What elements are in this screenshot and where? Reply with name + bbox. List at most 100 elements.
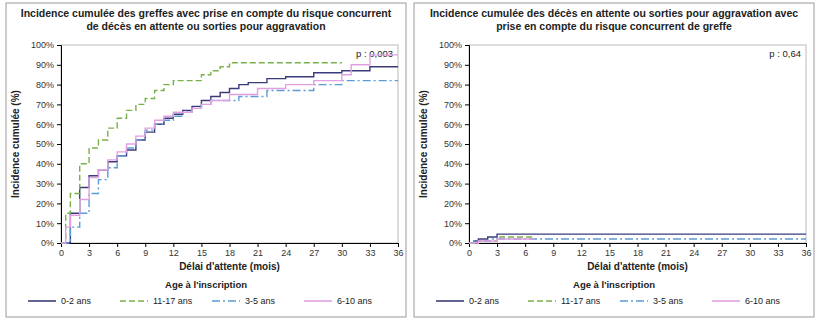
x-tick: 6 <box>115 243 120 258</box>
x-axis-line <box>62 244 399 248</box>
plot-area <box>61 55 398 243</box>
x-tick: 21 <box>253 243 263 258</box>
y-tick-mark <box>465 45 469 46</box>
legend-label: 0-2 ans <box>469 296 500 306</box>
x-tick-mark <box>750 243 751 247</box>
y-tick-mark <box>465 203 469 204</box>
y-tick-label: 100% <box>439 40 462 50</box>
y-tick-mark <box>465 85 469 86</box>
x-tick-mark <box>581 243 582 247</box>
x-tick: 9 <box>143 243 148 258</box>
plot-frame <box>61 45 398 243</box>
series-line <box>61 67 398 243</box>
y-tick: 40% <box>444 159 469 169</box>
y-tick-mark <box>465 65 469 66</box>
y-tick-label: 100% <box>31 40 54 50</box>
x-label: Délai d'attente (mois) <box>179 261 280 272</box>
x-tick-mark <box>370 243 371 247</box>
y-tick-label: 30% <box>36 179 54 189</box>
y-tick-mark <box>57 223 61 224</box>
title: Incidence cumulée des décès en attente o… <box>430 7 798 32</box>
x-tick-mark <box>666 243 667 247</box>
x-tick-mark <box>286 243 287 247</box>
y-tick-label: 0% <box>41 238 54 248</box>
x-tick-mark <box>117 243 118 247</box>
x-tick-label: 18 <box>633 248 643 258</box>
x-tick-label: 33 <box>773 248 783 258</box>
y-tick-label: 80% <box>444 80 462 90</box>
x-tick: 3 <box>87 243 92 258</box>
legend-swatch <box>120 300 148 302</box>
x-tick: 12 <box>169 243 179 258</box>
series-line <box>61 55 398 243</box>
y-axis-line <box>57 46 62 244</box>
plot-frame <box>469 45 806 243</box>
x-tick-mark <box>553 243 554 247</box>
legend-swatch <box>712 300 740 302</box>
x-tick: 27 <box>717 243 727 258</box>
y-tick: 0% <box>41 238 61 248</box>
y-tick-label: 10% <box>36 219 54 229</box>
y-tick: 30% <box>36 179 61 189</box>
y-tick-label: 30% <box>444 179 462 189</box>
legend-swatch <box>212 300 240 302</box>
legend-swatch <box>28 300 56 302</box>
y-tick: 20% <box>36 199 61 209</box>
series-line <box>61 81 398 243</box>
y-tick-mark <box>57 45 61 46</box>
x-tick: 15 <box>605 243 615 258</box>
plot-area <box>469 234 806 243</box>
x-tick-label: 12 <box>577 248 587 258</box>
panel-border <box>414 3 814 317</box>
y-tick-mark <box>57 184 61 185</box>
y-tick: 10% <box>444 219 469 229</box>
panel: Incidence cumulée des décès en attente o… <box>414 3 814 317</box>
y-tick: 40% <box>36 159 61 169</box>
x-tick-label: 0 <box>59 248 64 258</box>
y-tick-mark <box>57 203 61 204</box>
y-tick-mark <box>465 243 469 244</box>
y-tick: 30% <box>444 179 469 189</box>
y-tick: 90% <box>36 60 61 70</box>
x-tick-label: 27 <box>717 248 727 258</box>
x-tick-mark <box>722 243 723 247</box>
x-tick: 27 <box>309 243 319 258</box>
x-tick-mark <box>314 243 315 247</box>
x-tick-label: 24 <box>281 248 291 258</box>
x-tick: 12 <box>577 243 587 258</box>
y-tick-mark <box>465 124 469 125</box>
y-tick: 70% <box>444 100 469 110</box>
y-tick-label: 90% <box>36 60 54 70</box>
x-axis: 0369121518212427303336 <box>467 243 812 258</box>
legend-label: 3-5 ans <box>245 296 276 306</box>
x-tick-label: 21 <box>253 248 263 258</box>
annotation: p : 0,003 <box>356 48 393 59</box>
x-tick-label: 12 <box>169 248 179 258</box>
y-tick-label: 60% <box>444 120 462 130</box>
y-tick-label: 0% <box>449 238 462 248</box>
x-tick-mark <box>638 243 639 247</box>
legend-label: 3-5 ans <box>653 296 684 306</box>
x-tick-label: 9 <box>551 248 556 258</box>
y-tick: 90% <box>444 60 469 70</box>
y-tick-mark <box>465 223 469 224</box>
x-axis: 0369121518212427303336 <box>59 243 404 258</box>
legend-label: 6-10 ans <box>745 296 781 306</box>
x-tick-label: 33 <box>365 248 375 258</box>
y-tick-label: 50% <box>444 139 462 149</box>
y-tick-mark <box>57 124 61 125</box>
y-axis: 0% 10% 20% 30% 40% 50% 60% 70% 80% 90% 100% <box>439 40 470 248</box>
legend-swatch <box>528 300 556 302</box>
x-tick: 24 <box>689 243 699 258</box>
series-line <box>469 237 535 243</box>
y-tick-label: 20% <box>444 199 462 209</box>
legend-label: 0-2 ans <box>61 296 92 306</box>
x-tick-label: 15 <box>197 248 207 258</box>
legend-swatch <box>304 300 332 302</box>
y-tick-mark <box>57 243 61 244</box>
legend-title: Age à l'inscription <box>573 279 655 290</box>
x-tick: 24 <box>281 243 291 258</box>
x-tick: 6 <box>523 243 528 258</box>
y-tick-mark <box>57 144 61 145</box>
y-tick: 10% <box>36 219 61 229</box>
